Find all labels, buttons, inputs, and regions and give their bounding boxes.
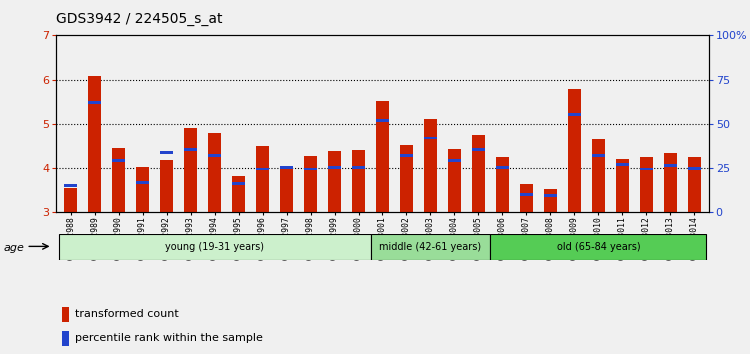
Text: transformed count: transformed count [75,309,178,319]
Text: age: age [4,243,25,253]
Bar [520,193,533,196]
Text: old (65-84 years): old (65-84 years) [556,242,640,252]
Bar [544,194,557,197]
Bar [62,307,70,322]
Text: GDS3942 / 224505_s_at: GDS3942 / 224505_s_at [56,12,223,27]
Bar [592,154,605,157]
Bar [232,176,245,212]
Bar [64,188,77,212]
Bar [472,135,485,212]
Bar [496,157,509,212]
Bar [616,163,629,166]
Bar [328,166,341,169]
Bar [136,181,149,184]
Bar [58,234,370,260]
Bar [688,167,701,170]
Text: young (19-31 years): young (19-31 years) [165,242,264,252]
Bar [88,101,101,104]
Bar [448,149,461,212]
Bar [160,151,173,154]
Text: percentile rank within the sample: percentile rank within the sample [75,333,262,343]
Bar [496,166,509,169]
Bar [424,119,437,212]
Bar [424,137,437,139]
Bar [208,133,221,212]
Bar [328,152,341,212]
Bar [304,167,317,171]
Bar [640,157,653,212]
Bar [88,76,101,212]
Bar [568,88,581,212]
Bar [592,139,605,212]
Bar [304,156,317,212]
Bar [64,184,77,187]
Bar [112,159,125,162]
Bar [664,165,677,167]
Bar [136,167,149,212]
Bar [616,159,629,212]
Bar [370,234,490,260]
Text: middle (42-61 years): middle (42-61 years) [380,242,482,252]
Bar [568,113,581,116]
Bar [664,153,677,212]
Bar [400,145,413,212]
Bar [688,157,701,212]
Bar [184,128,197,212]
Bar [400,154,413,157]
Bar [640,167,653,171]
Bar [448,159,461,162]
Bar [112,148,125,212]
Bar [352,149,365,212]
Bar [232,182,245,185]
Bar [352,166,365,169]
Bar [376,119,389,122]
Bar [376,101,389,212]
Bar [520,184,533,212]
Bar [184,148,197,151]
Bar [490,234,706,260]
Bar [160,160,173,212]
Bar [472,148,485,151]
Bar [208,154,221,157]
Bar [544,189,557,212]
Bar [256,146,269,212]
Bar [280,167,293,212]
Bar [62,331,70,346]
Bar [280,166,293,169]
Bar [256,167,269,171]
